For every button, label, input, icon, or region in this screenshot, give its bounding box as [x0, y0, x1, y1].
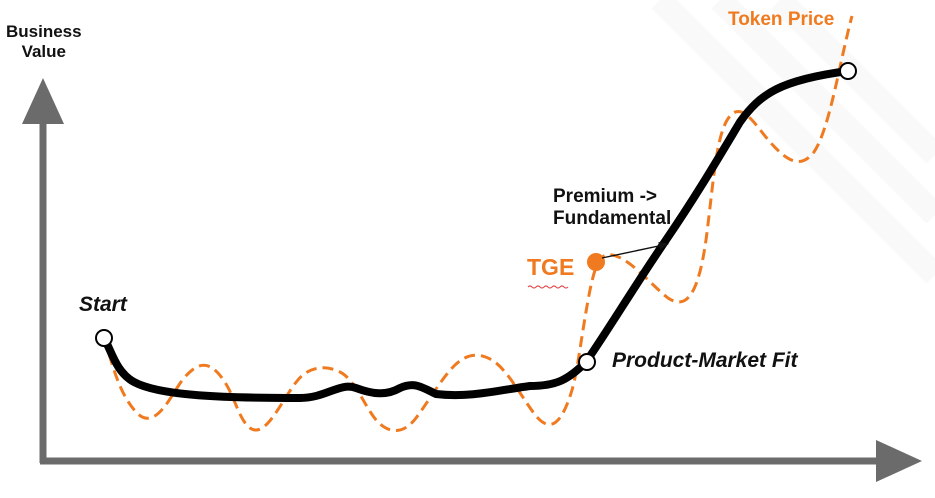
- premium-to-fundamental-label: Premium -> Fundamental: [553, 186, 671, 230]
- y-axis-title: Business Value: [6, 22, 82, 61]
- token-price-line: [102, 15, 854, 432]
- token-price-label: Token Price: [728, 9, 835, 30]
- premium-label-line-1: Premium ->: [553, 186, 658, 207]
- y-axis-title-line-1: Business: [6, 22, 82, 41]
- product-market-fit-label: Product-Market Fit: [612, 349, 798, 372]
- tge-label: TGE: [527, 254, 575, 280]
- product-market-fit-marker: [578, 353, 596, 371]
- x-axis-arrowhead: [876, 440, 922, 482]
- y-axis-title-line-2: Value: [21, 41, 66, 61]
- premium-label-line-2: Fundamental: [553, 207, 672, 229]
- tge-squiggle-underline: [527, 285, 569, 289]
- y-axis: [22, 78, 64, 463]
- start-marker: [95, 329, 113, 347]
- x-axis: [40, 440, 922, 482]
- premium-arrow: [601, 241, 669, 259]
- tge-dot: [587, 253, 605, 271]
- start-label: Start: [79, 293, 127, 316]
- end-marker: [839, 62, 857, 80]
- business-value-line: [100, 67, 852, 402]
- background-pattern: [651, 0, 935, 284]
- y-axis-arrowhead: [22, 78, 64, 124]
